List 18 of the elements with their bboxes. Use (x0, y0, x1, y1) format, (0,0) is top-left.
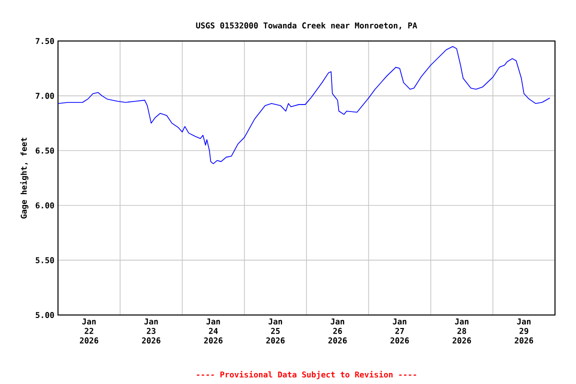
text: ---- Provisional Data Subject to Revision ---- (196, 370, 416, 380)
x-tick-label: Jan 24 2026 (204, 318, 223, 344)
y-tick-label: 6.00 (36, 202, 54, 208)
y-tick-label: 5.00 (36, 312, 54, 318)
x-tick-label: Jan 22 2026 (80, 318, 98, 344)
x-tick-label: Jan 25 2026 (266, 318, 285, 344)
chart-title: USGS 01532000 Towanda Creek near Monroeton, PA (196, 22, 418, 30)
y-axis-title: Gage height, feet (20, 138, 28, 218)
y-tick-label: 7.00 (36, 92, 54, 99)
y-tick-label: 5.50 (36, 257, 54, 264)
line-series (58, 46, 550, 164)
x-tick-label: Jan 26 2026 (328, 318, 347, 344)
y-tick-label: 6.50 (36, 148, 54, 154)
y-tick-label: 7.50 (36, 38, 54, 44)
x-tick-label: Jan 29 2026 (514, 318, 534, 344)
x-tick-label: Jan 28 2026 (452, 318, 472, 344)
x-tick-label: Jan 23 2026 (142, 318, 160, 344)
x-tick-label: Jan 27 2026 (390, 318, 409, 344)
